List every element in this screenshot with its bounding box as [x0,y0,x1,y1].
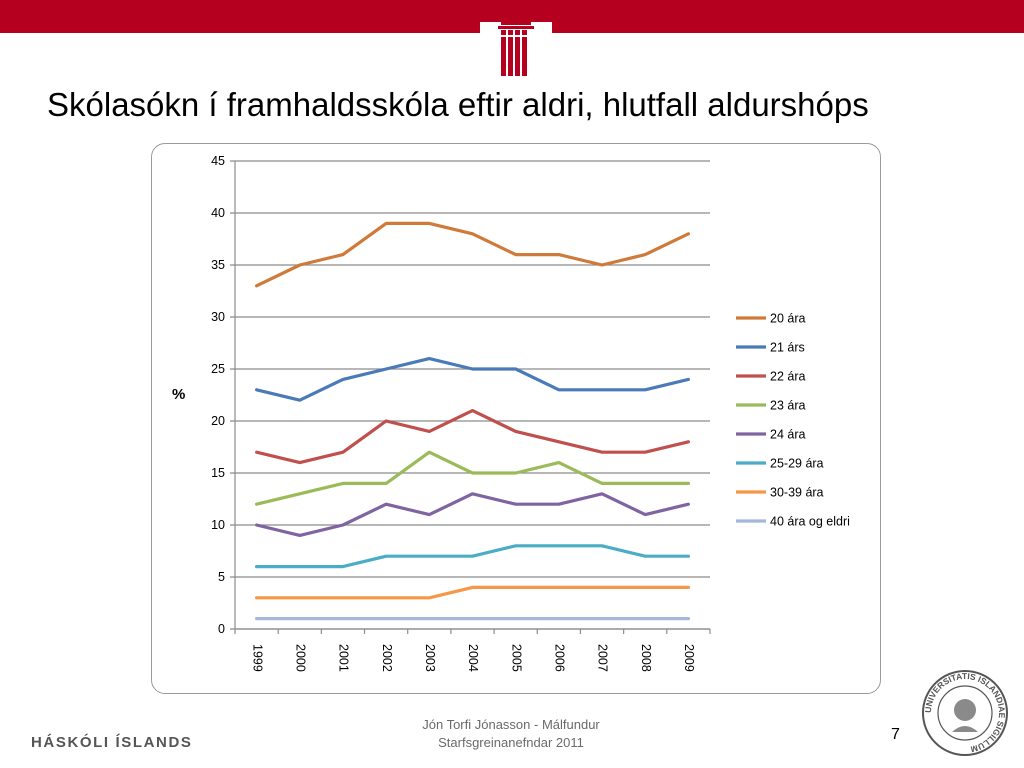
series-line-3 [254,450,691,506]
legend-label: 25-29 ára [770,457,824,471]
universitatis-islandiae-seal-icon: UNIVERSITATIS ISLANDIAE SIGILLUM [922,670,1008,756]
y-tick-label: 30 [211,310,225,324]
x-tick-label: 2005 [509,644,523,672]
x-tick-label: 2001 [337,644,351,672]
x-tick-label: 2007 [596,644,610,672]
y-tick-label: 40 [211,206,225,220]
legend-label: 23 ára [770,399,805,413]
y-tick-label: 5 [218,570,225,584]
footer-brand: HÁSKÓLI ÍSLANDS [31,734,193,751]
legend-label: 22 ára [770,370,805,384]
y-tick-label: 35 [211,258,225,272]
slide-title: Skólasókn í framhaldsskóla eftir aldri, … [47,86,869,123]
footer-author: Jón Torfi Jónasson - Málfundur Starfsgre… [380,716,642,752]
series-line-4 [254,492,691,538]
legend-label: 30-39 ára [770,486,824,500]
x-tick-label: 2006 [553,644,567,672]
x-tick-label: 2008 [639,644,653,672]
x-tick-label: 2009 [682,644,696,672]
x-tick-label: 1999 [250,644,264,672]
chart-frame [151,143,881,694]
y-tick-label: 45 [211,154,225,168]
university-pillars-icon [498,20,534,76]
y-tick-label: 10 [211,518,225,532]
y-tick-label: 15 [211,466,225,480]
legend-label: 20 ára [770,312,805,326]
x-tick-label: 2004 [466,644,480,672]
series-line-5 [254,544,691,569]
y-tick-label: 20 [211,414,225,428]
legend-label: 21 árs [770,341,805,355]
series-line-0 [254,221,691,288]
series-line-6 [254,585,691,600]
x-tick-label: 2000 [293,644,307,672]
x-tick-label: 2002 [380,644,394,672]
y-tick-label: 0 [218,622,225,636]
x-tick-label: 2003 [423,644,437,672]
series-line-1 [254,357,691,402]
y-axis-label: % [172,386,186,403]
legend-label: 40 ára og eldri [770,515,850,529]
footer-author-line2: Starfsgreinanefndar 2011 [438,735,584,750]
y-tick-label: 25 [211,362,225,376]
page-number: 7 [891,726,900,743]
series-line-2 [254,409,691,465]
legend-label: 24 ára [770,428,805,442]
footer-author-line1: Jón Torfi Jónasson - Málfundur [422,717,600,732]
